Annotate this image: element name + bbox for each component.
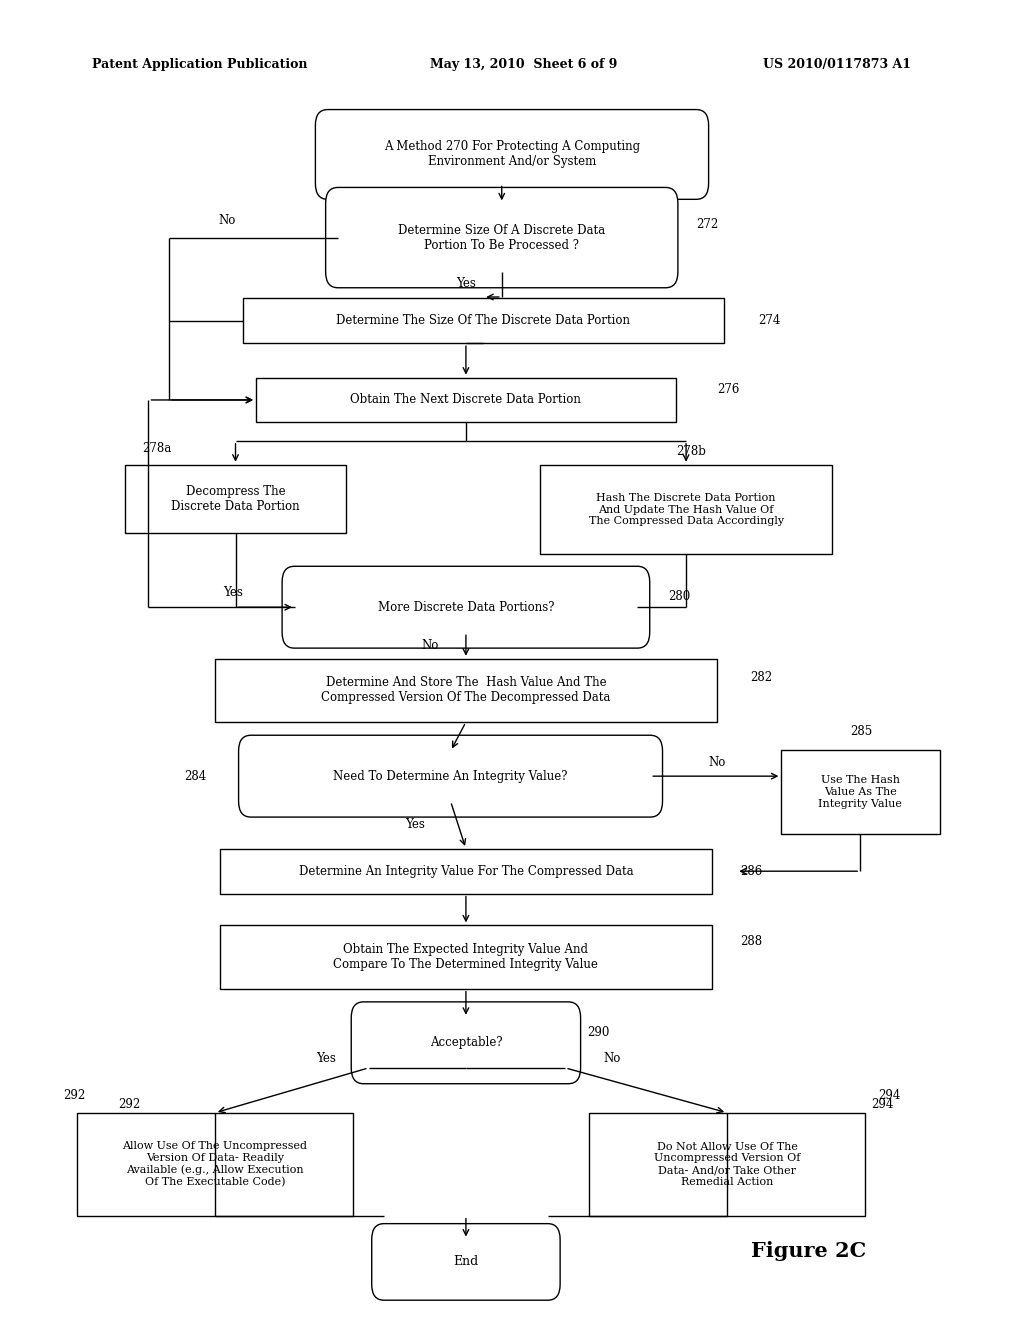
Text: 285: 285 — [850, 725, 872, 738]
Text: No: No — [709, 756, 725, 770]
Text: Patent Application Publication: Patent Application Publication — [92, 58, 307, 71]
Text: 272: 272 — [696, 218, 719, 231]
FancyBboxPatch shape — [372, 1224, 560, 1300]
Text: May 13, 2010  Sheet 6 of 9: May 13, 2010 Sheet 6 of 9 — [430, 58, 617, 71]
Text: 290: 290 — [587, 1026, 609, 1039]
Text: Do Not Allow Use Of The
Uncompressed Version Of
Data- And/or Take Other
Remedial: Do Not Allow Use Of The Uncompressed Ver… — [654, 1142, 800, 1187]
FancyBboxPatch shape — [541, 465, 831, 554]
FancyBboxPatch shape — [243, 298, 724, 343]
FancyBboxPatch shape — [215, 659, 717, 722]
Text: 292: 292 — [63, 1089, 86, 1102]
FancyBboxPatch shape — [315, 110, 709, 199]
Text: 274: 274 — [758, 314, 780, 327]
FancyBboxPatch shape — [780, 750, 940, 834]
Text: Determine And Store The  Hash Value And The
Compressed Version Of The Decompress: Determine And Store The Hash Value And T… — [322, 676, 610, 705]
FancyBboxPatch shape — [77, 1113, 353, 1216]
Text: 294: 294 — [871, 1098, 894, 1111]
Text: No: No — [422, 639, 438, 652]
Text: Decompress The
Discrete Data Portion: Decompress The Discrete Data Portion — [171, 484, 300, 513]
Text: A Method 270 For Protecting A Computing
Environment And/or System: A Method 270 For Protecting A Computing … — [384, 140, 640, 169]
Text: More Discrete Data Portions?: More Discrete Data Portions? — [378, 601, 554, 614]
Text: Determine Size Of A Discrete Data
Portion To Be Processed ?: Determine Size Of A Discrete Data Portio… — [398, 223, 605, 252]
Text: Determine An Integrity Value For The Compressed Data: Determine An Integrity Value For The Com… — [299, 865, 633, 878]
Text: 292: 292 — [118, 1098, 140, 1111]
Text: 294: 294 — [879, 1089, 901, 1102]
Text: Need To Determine An Integrity Value?: Need To Determine An Integrity Value? — [333, 770, 568, 783]
Text: Use The Hash
Value As The
Integrity Value: Use The Hash Value As The Integrity Valu… — [818, 775, 902, 809]
Text: 278b: 278b — [676, 445, 706, 458]
FancyBboxPatch shape — [351, 1002, 581, 1084]
Text: 286: 286 — [740, 865, 763, 878]
Text: Allow Use Of The Uncompressed
Version Of Data- Readily
Available (e.g., Allow Ex: Allow Use Of The Uncompressed Version Of… — [123, 1142, 307, 1187]
FancyBboxPatch shape — [239, 735, 663, 817]
Text: 284: 284 — [184, 770, 207, 783]
Text: 282: 282 — [751, 671, 773, 684]
Text: 276: 276 — [717, 383, 739, 396]
Text: Yes: Yes — [404, 818, 425, 832]
Text: Yes: Yes — [315, 1052, 336, 1065]
Text: Hash The Discrete Data Portion
And Update The Hash Value Of
The Compressed Data : Hash The Discrete Data Portion And Updat… — [589, 492, 783, 527]
Text: US 2010/0117873 A1: US 2010/0117873 A1 — [763, 58, 911, 71]
Text: Obtain The Expected Integrity Value And
Compare To The Determined Integrity Valu: Obtain The Expected Integrity Value And … — [334, 942, 598, 972]
Text: End: End — [454, 1255, 478, 1269]
Text: 288: 288 — [740, 935, 763, 948]
Text: Determine The Size Of The Discrete Data Portion: Determine The Size Of The Discrete Data … — [336, 314, 631, 327]
Text: No: No — [604, 1052, 621, 1065]
FancyBboxPatch shape — [589, 1113, 865, 1216]
FancyBboxPatch shape — [126, 465, 346, 533]
FancyBboxPatch shape — [282, 566, 650, 648]
Text: Figure 2C: Figure 2C — [752, 1241, 866, 1262]
FancyBboxPatch shape — [256, 378, 676, 422]
Text: Yes: Yes — [456, 277, 476, 290]
Text: No: No — [219, 214, 236, 227]
Text: 278a: 278a — [142, 442, 171, 455]
Text: Yes: Yes — [223, 586, 244, 599]
FancyBboxPatch shape — [220, 849, 712, 894]
Text: Obtain The Next Discrete Data Portion: Obtain The Next Discrete Data Portion — [350, 393, 582, 407]
Text: Acceptable?: Acceptable? — [430, 1036, 502, 1049]
FancyBboxPatch shape — [220, 925, 712, 989]
FancyBboxPatch shape — [326, 187, 678, 288]
Text: 280: 280 — [669, 590, 691, 603]
